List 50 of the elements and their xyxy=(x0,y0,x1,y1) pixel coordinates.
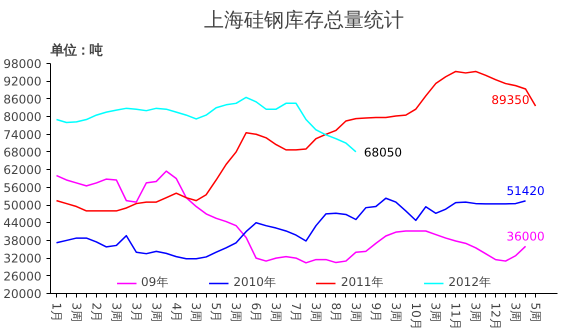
y-tick-label: 92000 xyxy=(3,74,42,89)
x-tick-label: 3周 xyxy=(109,302,124,322)
chart-title: 上海硅钢库存总量统计 xyxy=(204,8,404,32)
x-tick-label: 3周 xyxy=(308,302,323,322)
y-tick-label: 74000 xyxy=(3,128,42,142)
x-tick-label: 5月 xyxy=(209,302,224,322)
y-tick-label: 20000 xyxy=(3,287,42,301)
x-tick-label: 3周 xyxy=(348,302,363,322)
x-tick-label: 7月 xyxy=(289,302,304,322)
legend-label: 2010年 xyxy=(233,274,276,291)
data-label: 68050 xyxy=(364,145,402,160)
legend-label: 2011年 xyxy=(340,274,384,291)
y-tick-label: 56000 xyxy=(3,180,42,195)
y-tick-label: 44000 xyxy=(3,216,42,230)
x-tick-label: 3周 xyxy=(269,302,284,322)
data-label: 89350 xyxy=(491,93,530,108)
legend-label: 09年 xyxy=(141,274,168,291)
x-tick-label: 10月 xyxy=(408,302,423,330)
y-tick-label: 50000 xyxy=(3,198,42,213)
x-tick-label: 9月 xyxy=(368,302,383,322)
line-series xyxy=(56,96,357,153)
x-tick-label: 8月 xyxy=(328,302,343,322)
x-tick-label: 3周 xyxy=(229,302,244,322)
x-tick-label: 12月 xyxy=(488,302,503,330)
legend-label: 2012年 xyxy=(448,274,491,291)
x-tick-label: 3周 xyxy=(69,302,84,322)
x-tick-label: 3周 xyxy=(149,302,164,322)
x-tick-label: 2月 xyxy=(89,302,104,322)
y-tick-label: 26000 xyxy=(3,269,42,284)
x-tick-label: 3周 xyxy=(508,302,523,322)
x-tick-label: 3周 xyxy=(428,302,443,322)
x-tick-label: 3月 xyxy=(129,302,144,322)
y-tick-label: 38000 xyxy=(3,234,42,248)
data-label: 36000 xyxy=(506,229,545,244)
x-tick-label: 3周 xyxy=(468,302,483,322)
x-tick-label: 3周 xyxy=(189,302,204,322)
x-tick-label: 4月 xyxy=(169,302,184,322)
y-tick-label: 62000 xyxy=(3,163,42,178)
data-label: 51420 xyxy=(506,184,545,198)
x-tick-label: 5周 xyxy=(528,302,543,322)
y-tick-label: 98000 xyxy=(3,57,42,71)
x-tick-label: 1月 xyxy=(49,302,64,322)
y-tick-label: 68000 xyxy=(3,145,42,160)
y-tick-label: 86000 xyxy=(3,92,42,106)
y-tick-label: 32000 xyxy=(3,252,42,266)
y-tick-label: 80000 xyxy=(3,110,42,124)
y-axis-title: 单位：吨 xyxy=(50,42,102,58)
x-tick-label: 3周 xyxy=(388,302,403,322)
x-tick-label: 6月 xyxy=(249,302,264,322)
x-tick-label: 11月 xyxy=(448,302,463,330)
